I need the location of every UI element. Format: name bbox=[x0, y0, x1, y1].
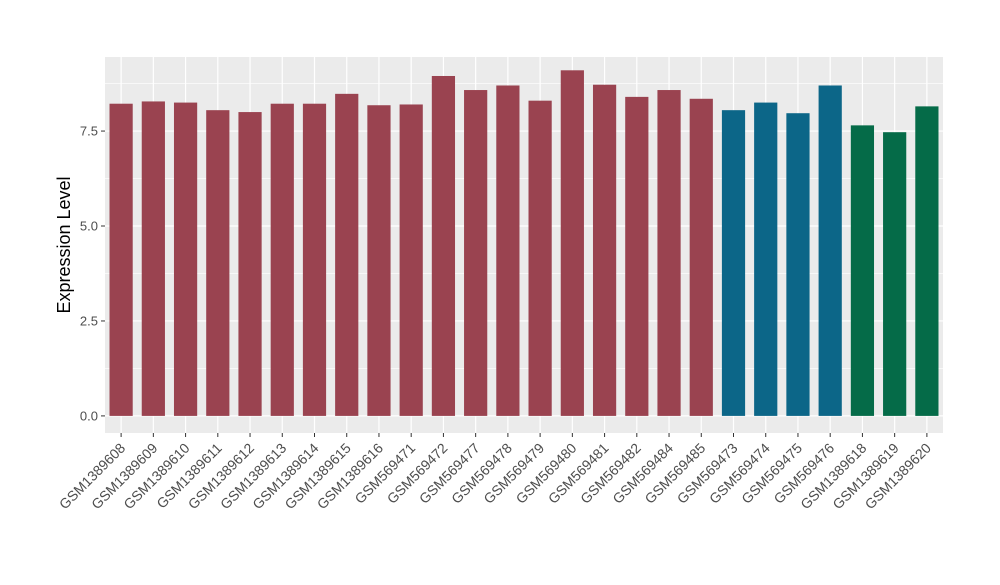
bar-gsm1389614 bbox=[302, 103, 327, 416]
bar-gsm569473 bbox=[721, 110, 746, 416]
y-axis-title: Expression Level bbox=[54, 176, 74, 313]
bar-gsm1389611 bbox=[206, 110, 230, 416]
x-axis: GSM1389608GSM1389609GSM1389610GSM1389611… bbox=[56, 433, 934, 512]
bar-gsm1389615 bbox=[335, 93, 359, 416]
bar-gsm1389609 bbox=[141, 101, 165, 416]
bar-gsm569481 bbox=[592, 84, 617, 416]
bar-gsm1389618 bbox=[850, 125, 875, 416]
bar-gsm1389612 bbox=[238, 112, 262, 416]
bar-gsm1389610 bbox=[173, 102, 198, 416]
bar-gsm569484 bbox=[657, 90, 681, 416]
bar-gsm569471 bbox=[399, 104, 423, 416]
bar-gsm569477 bbox=[464, 90, 488, 416]
y-axis: 0.0 2.5 5.0 7.5 bbox=[80, 124, 105, 423]
bar-gsm1389608 bbox=[109, 103, 133, 416]
bar-gsm1389616 bbox=[367, 105, 391, 416]
bar-gsm569476 bbox=[818, 85, 842, 416]
bars bbox=[109, 70, 939, 416]
bar-gsm569478 bbox=[496, 85, 520, 416]
bar-gsm569474 bbox=[754, 102, 778, 416]
y-tick-label: 0.0 bbox=[80, 408, 98, 423]
bar-gsm569482 bbox=[625, 96, 649, 416]
plot-panel bbox=[105, 57, 943, 433]
y-tick-label: 5.0 bbox=[80, 219, 98, 234]
bar-gsm1389619 bbox=[883, 132, 907, 416]
bar-gsm569479 bbox=[528, 100, 552, 416]
bar-gsm569472 bbox=[431, 75, 456, 416]
bar-gsm1389620 bbox=[915, 106, 939, 416]
bar-gsm1389613 bbox=[270, 103, 294, 416]
bar-gsm569485 bbox=[689, 98, 713, 416]
bar-gsm569475 bbox=[786, 113, 810, 416]
bar-gsm569480 bbox=[560, 70, 584, 416]
y-tick-label: 2.5 bbox=[80, 313, 98, 328]
y-tick-label: 7.5 bbox=[80, 124, 98, 139]
